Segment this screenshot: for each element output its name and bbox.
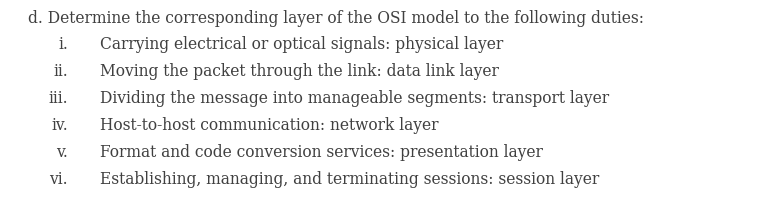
Text: ii.: ii.	[53, 63, 68, 80]
Text: i.: i.	[58, 36, 68, 53]
Text: iii.: iii.	[49, 90, 68, 106]
Text: v.: v.	[56, 143, 68, 160]
Text: Moving the packet through the link: data link layer: Moving the packet through the link: data…	[100, 63, 499, 80]
Text: iv.: iv.	[51, 116, 68, 133]
Text: Dividing the message into manageable segments: transport layer: Dividing the message into manageable seg…	[100, 90, 609, 106]
Text: Format and code conversion services: presentation layer: Format and code conversion services: pre…	[100, 143, 543, 160]
Text: vi.: vi.	[49, 170, 68, 187]
Text: d. Determine the corresponding layer of the OSI model to the following duties:: d. Determine the corresponding layer of …	[28, 10, 644, 27]
Text: Host-to-host communication: network layer: Host-to-host communication: network laye…	[100, 116, 438, 133]
Text: Carrying electrical or optical signals: physical layer: Carrying electrical or optical signals: …	[100, 36, 503, 53]
Text: Establishing, managing, and terminating sessions: session layer: Establishing, managing, and terminating …	[100, 170, 599, 187]
